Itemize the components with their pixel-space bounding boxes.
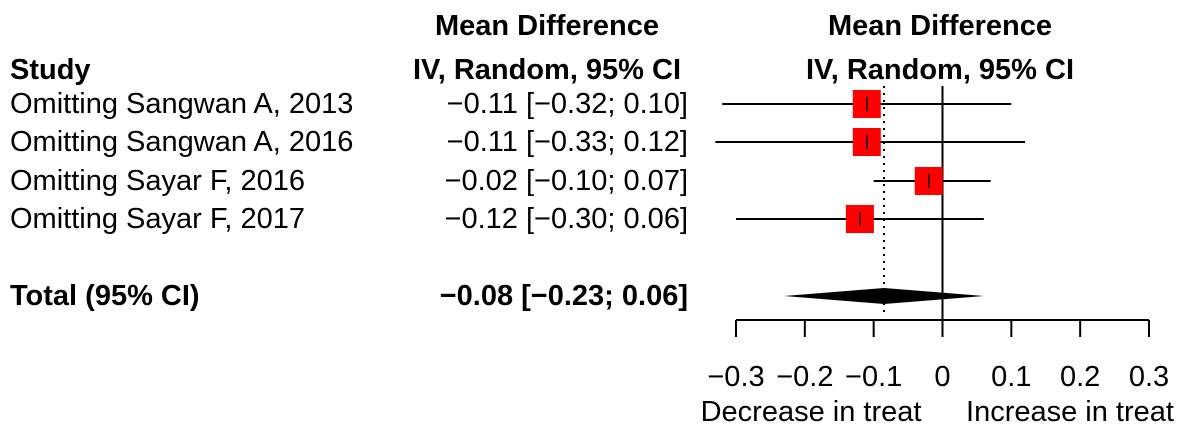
x-tick-label: 0	[934, 361, 951, 393]
study-label: Omitting Sayar F, 2016	[10, 165, 305, 197]
total-label: Total (95% CI)	[10, 280, 200, 312]
study-ci-text: −0.11 [−0.32; 0.10]	[446, 88, 688, 120]
x-tick-label: 0.2	[1059, 361, 1101, 393]
total-ci-text: −0.08 [−0.23; 0.06]	[439, 280, 688, 312]
x-tick-label: −0.3	[707, 361, 765, 393]
direction-label-left: Decrease in treat	[700, 396, 922, 428]
x-tick-label: 0.1	[991, 361, 1032, 393]
study-label: Omitting Sayar F, 2017	[10, 203, 305, 235]
study-label: Omitting Sangwan A, 2016	[10, 126, 354, 158]
total-diamond	[784, 288, 984, 304]
x-tick-label: −0.2	[776, 361, 834, 393]
header-study: Study	[10, 54, 91, 86]
x-tick-label: −0.1	[845, 361, 903, 393]
header-md-plot-2: IV, Random, 95% CI	[805, 54, 1075, 86]
direction-label-right: Increase in treat	[966, 396, 1174, 428]
header-md-text-2: IV, Random, 95% CI	[412, 54, 682, 86]
header-md-plot-1: Mean Difference	[827, 10, 1053, 42]
study-ci-text: −0.12 [−0.30; 0.06]	[444, 203, 688, 235]
study-label: Omitting Sangwan A, 2013	[10, 88, 354, 120]
x-tick-label: 0.3	[1128, 361, 1170, 393]
header-md-text-1: Mean Difference	[434, 10, 660, 42]
study-ci-text: −0.02 [−0.10; 0.07]	[444, 165, 688, 197]
study-ci-text: −0.11 [−0.33; 0.12]	[446, 126, 688, 158]
